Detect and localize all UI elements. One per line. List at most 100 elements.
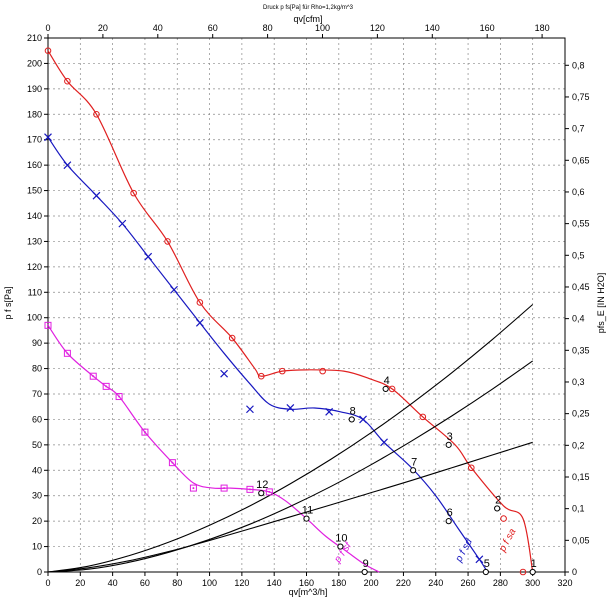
- operating-point-marker: [494, 505, 501, 512]
- series-line-5: [47, 304, 534, 573]
- marker-x: [380, 438, 388, 447]
- y-tick-label: 210: [27, 33, 42, 43]
- x-tick-label: 60: [140, 578, 150, 588]
- x-axis-label: qv[m^3/h]: [289, 587, 328, 597]
- marker-square: [141, 428, 149, 436]
- marker-x: [44, 133, 52, 142]
- operating-point-label: 9: [363, 558, 369, 570]
- x-tick-label: 180: [331, 578, 346, 588]
- y-tick-label: 140: [27, 211, 42, 221]
- series-line-4: [47, 441, 533, 573]
- x-tick-label: 160: [299, 578, 314, 588]
- operating-point-marker: [529, 568, 536, 576]
- x-tick-label: 20: [75, 578, 85, 588]
- operating-point-label: 3: [447, 431, 453, 443]
- series-label: p f sa: [497, 527, 519, 555]
- operating-point-label: 11: [302, 505, 313, 517]
- marker-circle: [164, 238, 171, 245]
- marker-x: [170, 285, 178, 294]
- operating-point-marker: [348, 416, 355, 423]
- marker-square: [220, 484, 228, 492]
- y2-tick-label: 0,3: [572, 377, 585, 387]
- marker-x: [92, 191, 101, 200]
- marker-circle: [319, 367, 326, 375]
- marker-x: [475, 555, 484, 564]
- x2-tick-label: 140: [425, 23, 440, 33]
- operating-point-marker: [382, 385, 389, 393]
- series-line-6: [47, 360, 534, 573]
- y-tick-label: 30: [32, 491, 42, 501]
- marker-square: [265, 488, 273, 496]
- series-line-2: [47, 136, 488, 573]
- marker-x: [359, 415, 367, 424]
- x-tick-label: 300: [525, 578, 540, 588]
- x2-tick-label: 40: [153, 23, 163, 33]
- marker-square: [115, 393, 123, 401]
- x2-tick-label: 0: [45, 23, 50, 33]
- operating-point-marker: [361, 568, 368, 576]
- markers: [44, 47, 527, 576]
- operating-point-marker: [258, 490, 265, 497]
- marker-circle: [93, 110, 100, 118]
- chart-title: Druck p fs[Pa] für Rho=1,2kg/m^3: [263, 5, 354, 11]
- marker-square-dot: [105, 385, 108, 388]
- x2-tick-label: 20: [98, 23, 108, 33]
- y2-tick-label: 0,5: [572, 250, 585, 260]
- x2-tick-label: 120: [370, 23, 385, 33]
- y2-tick-label: 0,4: [572, 314, 585, 324]
- x-tick-label: 80: [172, 578, 182, 588]
- y2-tick-label: 0,65: [572, 155, 590, 165]
- x2-axis-label: qv[cfm]: [293, 14, 322, 24]
- x-tick-label: 320: [557, 578, 572, 588]
- y2-tick-label: 0,05: [572, 535, 590, 545]
- y-tick-label: 200: [27, 58, 42, 68]
- marker-square: [102, 382, 110, 390]
- y-tick-label: 180: [27, 109, 42, 119]
- y2-tick-label: 0,1: [572, 504, 585, 514]
- marker-circle: [130, 189, 137, 197]
- y-axis-label: p f s[Pa]: [3, 286, 13, 319]
- operating-point-marker: [445, 518, 452, 525]
- marker-circle: [519, 568, 527, 576]
- operating-point-label: 2: [495, 494, 501, 506]
- marker-square: [63, 349, 71, 357]
- marker-circle: [44, 47, 52, 55]
- marker-square: [89, 372, 97, 380]
- operating-point-marker: [482, 568, 489, 576]
- y-tick-label: 160: [27, 160, 42, 170]
- marker-square-dot: [192, 487, 195, 490]
- operating-point-label: 1: [531, 558, 537, 570]
- y2-tick-label: 0,55: [572, 219, 590, 229]
- curves: [47, 50, 534, 573]
- marker-circle: [388, 385, 396, 393]
- operating-point-marker: [337, 543, 344, 550]
- x-tick-label: 140: [267, 578, 282, 588]
- axis-ticks: 0 20 40 60 80 100 120 140 160 180 200 220 240 260 280 3…: [27, 23, 590, 588]
- marker-square-dot: [92, 375, 95, 378]
- x-tick-label: 260: [461, 578, 476, 588]
- marker-square-dot: [223, 487, 226, 490]
- operating-point-label: 5: [484, 558, 490, 570]
- marker-square-dot: [47, 324, 49, 327]
- y-tick-label: 10: [32, 542, 42, 552]
- marker-square-dot: [66, 352, 69, 355]
- y2-tick-label: 0,7: [572, 124, 585, 134]
- marker-x: [220, 369, 229, 378]
- marker-circle: [64, 77, 71, 85]
- marker-circle: [257, 372, 265, 380]
- marker-x: [246, 405, 254, 414]
- y-tick-label: 130: [27, 236, 42, 246]
- marker-circle: [196, 299, 204, 306]
- x2-tick-label: 160: [480, 23, 495, 33]
- marker-circle: [467, 464, 475, 472]
- y-tick-label: 120: [27, 262, 42, 272]
- series-line-1: [47, 50, 534, 573]
- marker-x: [325, 407, 334, 416]
- marker-square: [246, 485, 254, 493]
- x2-tick-label: 80: [263, 23, 273, 33]
- x-tick-label: 240: [428, 578, 443, 588]
- y2-tick-label: 0,15: [572, 472, 590, 482]
- x-tick-label: 280: [493, 578, 508, 588]
- y-tick-label: 80: [32, 364, 42, 374]
